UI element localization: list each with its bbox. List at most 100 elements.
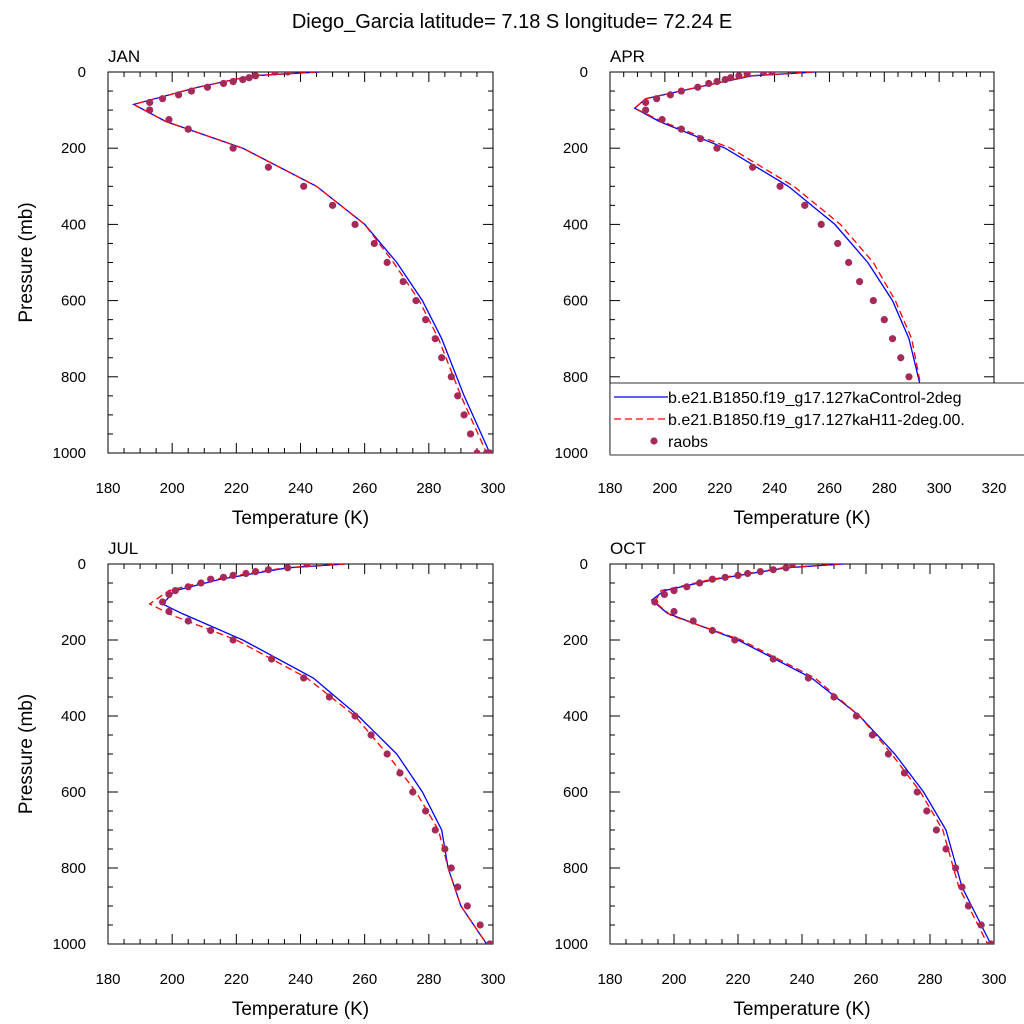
raobs-point-apr [658, 116, 666, 124]
raobs-point-jul [383, 750, 391, 758]
x-tick-label-jan: 280 [416, 480, 441, 497]
raobs-point-apr [897, 354, 905, 362]
raobs-point-apr [666, 91, 674, 99]
panel-apr: APR 180 200 220 240 260 280 300 320 0 200 400 600 800… [555, 47, 1007, 529]
panel-title-oct: OCT [610, 539, 646, 558]
raobs-point-jul [229, 571, 237, 580]
x-tick-label-jul: 300 [480, 971, 505, 988]
raobs-point-apr [653, 95, 661, 103]
raobs-point-jan [184, 125, 192, 133]
y-tick-label-jul: 0 [78, 556, 86, 573]
raobs-point-jan [454, 392, 462, 400]
raobs-point-jul [197, 579, 205, 587]
x-tick-label-jul: 260 [352, 971, 377, 988]
y-tick-label-apr: 0 [580, 64, 588, 81]
y-tick-label-apr: 1000 [555, 445, 588, 462]
raobs-point-jul [251, 568, 260, 576]
y-tick-label-apr: 400 [563, 216, 588, 233]
legend-label: b.e21.B1850.f19_g17.127kaH11-2deg.00. [668, 412, 965, 429]
raobs-point-apr [905, 373, 913, 381]
x-tick-label-apr: 200 [652, 480, 677, 497]
x-tick-label-oct: 260 [853, 971, 878, 988]
panel-jul: JUL 180 200 220 240 260 280 300 0 200 400 600 800 100… [16, 539, 506, 1020]
raobs-point-oct [923, 807, 931, 815]
raobs-point-jan [146, 98, 154, 107]
raobs-point-oct [952, 864, 960, 872]
raobs-point-oct [900, 769, 909, 777]
y-tick-label-jan: 200 [61, 140, 86, 157]
raobs-point-oct [958, 883, 966, 891]
x-tick-label-oct: 180 [597, 971, 622, 988]
plot-frame-oct [609, 563, 995, 945]
raobs-point-jul [219, 573, 228, 581]
x-tick-label-jan: 200 [160, 480, 185, 497]
raobs-point-jan [158, 95, 167, 103]
raobs-point-apr [696, 135, 705, 143]
raobs-point-oct [804, 674, 813, 682]
raobs-point-oct [731, 636, 739, 644]
raobs-point-jul [454, 883, 462, 891]
raobs-point-apr [713, 144, 721, 152]
raobs-point-jan [370, 239, 378, 248]
h11-line-oct [653, 564, 989, 944]
raobs-point-jan [203, 83, 212, 91]
x-tick-label-jan: 240 [288, 480, 313, 497]
x-axis-label-jul: Temperature (K) [232, 999, 369, 1020]
panel-title-jul: JUL [108, 539, 138, 558]
legend-box [609, 382, 1024, 456]
x-tick-label-jan: 300 [480, 480, 505, 497]
raobs-point-oct [977, 921, 985, 929]
raobs-point-apr [677, 125, 685, 133]
h11-line-apr [633, 72, 938, 453]
raobs-point-jan [486, 449, 493, 453]
plot-area-jul [148, 564, 493, 944]
panel-title-jan: JAN [108, 47, 140, 66]
raobs-point-jul [325, 693, 333, 701]
legend-label: raobs [668, 434, 708, 451]
raobs-point-apr [677, 87, 685, 95]
raobs-point-jul [184, 617, 192, 625]
raobs-point-apr [749, 163, 757, 171]
raobs-point-oct [884, 750, 893, 758]
raobs-point-jan [284, 72, 292, 76]
raobs-point-jul [409, 788, 417, 796]
raobs-point-jul [367, 731, 375, 739]
raobs-point-apr [705, 79, 713, 88]
x-tick-label-apr: 260 [817, 480, 842, 497]
raobs-point-apr [642, 106, 650, 114]
raobs-point-jan [229, 77, 237, 86]
raobs-point-jul [447, 864, 455, 872]
raobs-point-jan [174, 91, 183, 99]
raobs-point-jul [184, 583, 192, 591]
raobs-point-jan [146, 106, 154, 114]
x-tick-label-apr: 240 [762, 480, 787, 497]
y-tick-label-jan: 800 [61, 369, 86, 386]
y-tick-label-jul: 400 [61, 708, 86, 725]
raobs-point-oct [868, 731, 877, 739]
raobs-point-jan [165, 116, 173, 124]
x-tick-label-oct: 300 [981, 971, 1006, 988]
x-tick-label-oct: 240 [789, 971, 814, 988]
raobs-point-jul [441, 845, 449, 853]
y-tick-label-oct: 0 [580, 556, 588, 573]
raobs-point-oct [708, 626, 717, 635]
raobs-point-apr [801, 201, 809, 209]
raobs-point-apr [856, 277, 864, 286]
raobs-point-apr [727, 74, 735, 82]
raobs-point-oct [788, 564, 796, 568]
raobs-point-jul [171, 587, 179, 595]
raobs-point-oct [769, 566, 777, 574]
raobs-point-oct [708, 575, 717, 583]
raobs-point-apr [869, 297, 877, 305]
raobs-point-jul [300, 674, 308, 682]
raobs-point-oct [683, 583, 691, 591]
raobs-point-apr [817, 220, 825, 228]
x-tick-label-apr: 280 [872, 480, 897, 497]
raobs-point-oct [830, 693, 838, 701]
x-tick-label-jan: 180 [95, 480, 120, 497]
raobs-point-jul [242, 569, 250, 578]
y-tick-label-jan: 400 [61, 216, 86, 233]
raobs-point-jul [165, 607, 173, 616]
y-tick-label-jul: 1000 [53, 936, 86, 953]
